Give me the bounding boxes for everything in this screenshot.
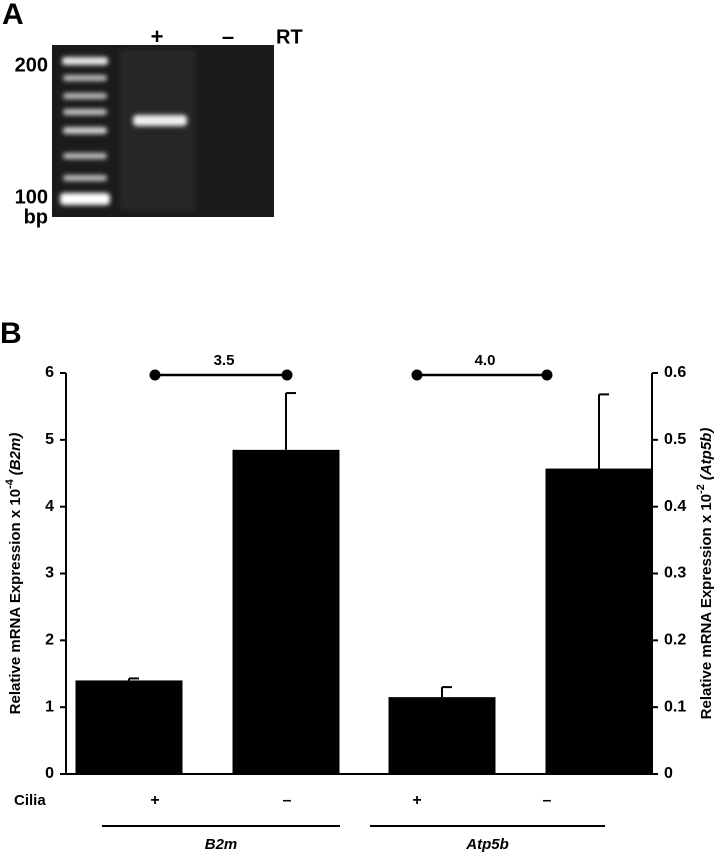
y2-axis-title-gene: (Atp5b) <box>698 428 715 481</box>
group-label: Atp5b <box>465 836 509 853</box>
y2-tick-label: 0.6 <box>664 364 686 381</box>
y-tick-label: 0 <box>45 765 54 782</box>
error-bar <box>128 677 139 681</box>
y-tick-label: 2 <box>45 632 54 649</box>
lane-label: – <box>222 24 234 49</box>
y2-tick-label: 0.4 <box>664 498 686 515</box>
size-unit: bp <box>24 206 48 228</box>
x-tick-label: – <box>283 792 292 809</box>
x-tick-label: – <box>543 792 552 809</box>
bar <box>232 449 340 774</box>
error-bar <box>441 686 452 698</box>
x-axis-title: Cilia <box>14 792 46 809</box>
y2-axis-title-text: Relative mRNA Expression x 10 <box>698 494 715 719</box>
bar <box>75 680 183 774</box>
x-tick-label: + <box>412 792 421 809</box>
y-axis-title-text: Relative mRNA Expression x 10 <box>7 489 24 714</box>
gel-image <box>52 45 274 217</box>
lane-title: RT <box>276 26 303 48</box>
y-axis-title: Relative mRNA Expression x 10-4 (B2m) <box>4 433 24 715</box>
x-tick-label: + <box>150 792 159 809</box>
y2-axis-title: Relative mRNA Expression x 10-2 (Atp5b) <box>695 428 715 720</box>
y-tick-label: 3 <box>45 565 54 582</box>
annotation: 3.5 <box>214 352 235 369</box>
group-label: B2m <box>205 836 238 853</box>
annotation-dot <box>281 369 293 381</box>
size-label: 100 <box>15 186 48 208</box>
bar <box>388 697 496 774</box>
lane-label: + <box>151 24 164 49</box>
y-tick-label: 6 <box>45 364 54 381</box>
y-tick-label: 1 <box>45 698 54 715</box>
y-tick-label: 4 <box>45 498 54 515</box>
panel-label: A <box>2 0 24 31</box>
annotation-dot <box>541 369 553 381</box>
y2-tick-label: 0.5 <box>664 431 686 448</box>
bar <box>545 468 653 774</box>
annotation-dot <box>411 369 423 381</box>
y-axis-title-exponent: -4 <box>4 478 16 489</box>
error-bar <box>598 393 609 469</box>
annotation-dot <box>149 369 161 381</box>
size-label: 200 <box>15 54 48 76</box>
y2-tick-label: 0.1 <box>664 698 686 715</box>
error-bar <box>285 392 296 450</box>
annotation: 4.0 <box>475 352 496 369</box>
y2-tick-label: 0 <box>664 765 673 782</box>
y2-axis-title-exponent: -2 <box>695 484 707 494</box>
panel-label: B <box>0 317 22 350</box>
y-axis-title-gene: (B2m) <box>7 433 24 476</box>
y2-tick-label: 0.3 <box>664 565 686 582</box>
y2-tick-label: 0.2 <box>664 632 686 649</box>
y-tick-label: 5 <box>45 431 54 448</box>
